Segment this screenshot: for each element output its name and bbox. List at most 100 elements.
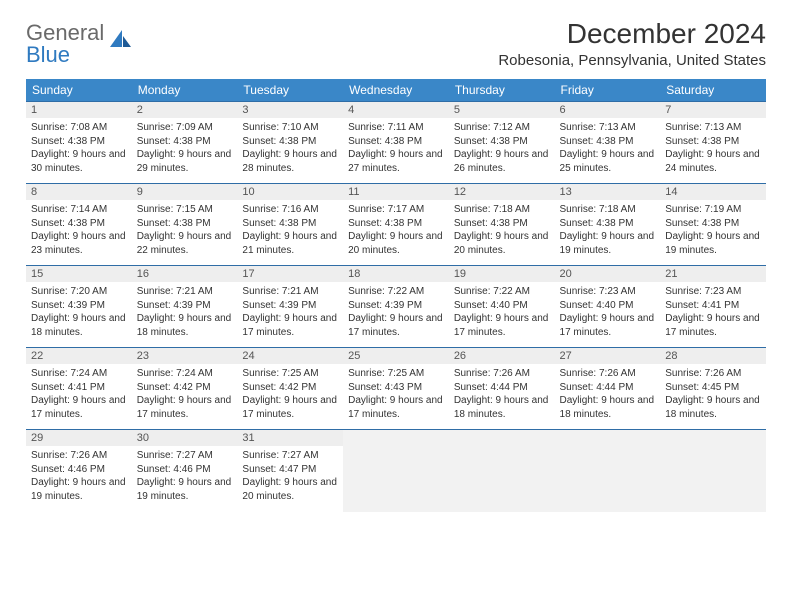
daylight-line: Daylight: 9 hours and 20 minutes. — [454, 230, 550, 257]
header: General Blue December 2024 Robesonia, Pe… — [26, 18, 766, 69]
day-number: 25 — [343, 348, 449, 364]
daylight-line: Daylight: 9 hours and 29 minutes. — [137, 148, 233, 175]
sunset-line: Sunset: 4:43 PM — [348, 381, 444, 395]
calendar-day-cell: 27Sunrise: 7:26 AMSunset: 4:44 PMDayligh… — [555, 348, 661, 430]
day-number: 3 — [237, 102, 343, 118]
sunrise-line: Sunrise: 7:27 AM — [137, 449, 233, 463]
day-details: Sunrise: 7:23 AMSunset: 4:40 PMDaylight:… — [555, 282, 661, 342]
sunset-line: Sunset: 4:41 PM — [31, 381, 127, 395]
sunrise-line: Sunrise: 7:18 AM — [560, 203, 656, 217]
sunset-line: Sunset: 4:40 PM — [454, 299, 550, 313]
calendar-week-row: 8Sunrise: 7:14 AMSunset: 4:38 PMDaylight… — [26, 184, 766, 266]
sunrise-line: Sunrise: 7:10 AM — [242, 121, 338, 135]
day-details: Sunrise: 7:26 AMSunset: 4:46 PMDaylight:… — [26, 446, 132, 506]
sunrise-line: Sunrise: 7:14 AM — [31, 203, 127, 217]
day-details: Sunrise: 7:08 AMSunset: 4:38 PMDaylight:… — [26, 118, 132, 178]
sunrise-line: Sunrise: 7:16 AM — [242, 203, 338, 217]
calendar-day-cell: 16Sunrise: 7:21 AMSunset: 4:39 PMDayligh… — [132, 266, 238, 348]
day-details: Sunrise: 7:27 AMSunset: 4:47 PMDaylight:… — [237, 446, 343, 506]
sunset-line: Sunset: 4:38 PM — [560, 217, 656, 231]
day-details: Sunrise: 7:18 AMSunset: 4:38 PMDaylight:… — [555, 200, 661, 260]
daylight-line: Daylight: 9 hours and 24 minutes. — [665, 148, 761, 175]
calendar-day-cell: 21Sunrise: 7:23 AMSunset: 4:41 PMDayligh… — [660, 266, 766, 348]
sunrise-line: Sunrise: 7:12 AM — [454, 121, 550, 135]
sunset-line: Sunset: 4:45 PM — [665, 381, 761, 395]
daylight-line: Daylight: 9 hours and 18 minutes. — [454, 394, 550, 421]
daylight-line: Daylight: 9 hours and 22 minutes. — [137, 230, 233, 257]
sunrise-line: Sunrise: 7:23 AM — [560, 285, 656, 299]
daylight-line: Daylight: 9 hours and 19 minutes. — [137, 476, 233, 503]
day-number: 31 — [237, 430, 343, 446]
sunrise-line: Sunrise: 7:17 AM — [348, 203, 444, 217]
calendar-day-cell: 17Sunrise: 7:21 AMSunset: 4:39 PMDayligh… — [237, 266, 343, 348]
calendar-day-cell — [660, 430, 766, 512]
sunset-line: Sunset: 4:38 PM — [242, 217, 338, 231]
daylight-line: Daylight: 9 hours and 19 minutes. — [31, 476, 127, 503]
sunset-line: Sunset: 4:46 PM — [137, 463, 233, 477]
daylight-line: Daylight: 9 hours and 30 minutes. — [31, 148, 127, 175]
day-details: Sunrise: 7:12 AMSunset: 4:38 PMDaylight:… — [449, 118, 555, 178]
weekday-header: Thursday — [449, 79, 555, 102]
day-number: 21 — [660, 266, 766, 282]
daylight-line: Daylight: 9 hours and 28 minutes. — [242, 148, 338, 175]
day-details: Sunrise: 7:17 AMSunset: 4:38 PMDaylight:… — [343, 200, 449, 260]
sunset-line: Sunset: 4:38 PM — [31, 135, 127, 149]
sunrise-line: Sunrise: 7:15 AM — [137, 203, 233, 217]
day-number: 6 — [555, 102, 661, 118]
calendar-day-cell: 29Sunrise: 7:26 AMSunset: 4:46 PMDayligh… — [26, 430, 132, 512]
sunrise-line: Sunrise: 7:08 AM — [31, 121, 127, 135]
sunset-line: Sunset: 4:40 PM — [560, 299, 656, 313]
calendar-day-cell: 12Sunrise: 7:18 AMSunset: 4:38 PMDayligh… — [449, 184, 555, 266]
sunrise-line: Sunrise: 7:27 AM — [242, 449, 338, 463]
day-number: 20 — [555, 266, 661, 282]
sunrise-line: Sunrise: 7:26 AM — [560, 367, 656, 381]
weekday-header: Friday — [555, 79, 661, 102]
day-details: Sunrise: 7:24 AMSunset: 4:42 PMDaylight:… — [132, 364, 238, 424]
day-details: Sunrise: 7:22 AMSunset: 4:40 PMDaylight:… — [449, 282, 555, 342]
sunrise-line: Sunrise: 7:26 AM — [454, 367, 550, 381]
sunrise-line: Sunrise: 7:26 AM — [665, 367, 761, 381]
calendar-day-cell: 5Sunrise: 7:12 AMSunset: 4:38 PMDaylight… — [449, 102, 555, 184]
daylight-line: Daylight: 9 hours and 17 minutes. — [31, 394, 127, 421]
weekday-header: Saturday — [660, 79, 766, 102]
calendar-day-cell: 1Sunrise: 7:08 AMSunset: 4:38 PMDaylight… — [26, 102, 132, 184]
weekday-header: Wednesday — [343, 79, 449, 102]
sunrise-line: Sunrise: 7:13 AM — [665, 121, 761, 135]
calendar-day-cell: 31Sunrise: 7:27 AMSunset: 4:47 PMDayligh… — [237, 430, 343, 512]
sunrise-line: Sunrise: 7:25 AM — [348, 367, 444, 381]
sunrise-line: Sunrise: 7:13 AM — [560, 121, 656, 135]
logo-word-blue: Blue — [26, 42, 70, 67]
sunrise-line: Sunrise: 7:25 AM — [242, 367, 338, 381]
daylight-line: Daylight: 9 hours and 17 minutes. — [665, 312, 761, 339]
calendar-day-cell: 19Sunrise: 7:22 AMSunset: 4:40 PMDayligh… — [449, 266, 555, 348]
sunset-line: Sunset: 4:39 PM — [137, 299, 233, 313]
weekday-header: Tuesday — [237, 79, 343, 102]
calendar-day-cell: 7Sunrise: 7:13 AMSunset: 4:38 PMDaylight… — [660, 102, 766, 184]
sunset-line: Sunset: 4:41 PM — [665, 299, 761, 313]
sunset-line: Sunset: 4:38 PM — [560, 135, 656, 149]
calendar-table: SundayMondayTuesdayWednesdayThursdayFrid… — [26, 79, 766, 512]
sunset-line: Sunset: 4:47 PM — [242, 463, 338, 477]
daylight-line: Daylight: 9 hours and 19 minutes. — [665, 230, 761, 257]
daylight-line: Daylight: 9 hours and 23 minutes. — [31, 230, 127, 257]
daylight-line: Daylight: 9 hours and 17 minutes. — [137, 394, 233, 421]
day-details: Sunrise: 7:27 AMSunset: 4:46 PMDaylight:… — [132, 446, 238, 506]
calendar-day-cell: 8Sunrise: 7:14 AMSunset: 4:38 PMDaylight… — [26, 184, 132, 266]
daylight-line: Daylight: 9 hours and 26 minutes. — [454, 148, 550, 175]
day-number: 10 — [237, 184, 343, 200]
day-number: 24 — [237, 348, 343, 364]
daylight-line: Daylight: 9 hours and 21 minutes. — [242, 230, 338, 257]
day-details: Sunrise: 7:18 AMSunset: 4:38 PMDaylight:… — [449, 200, 555, 260]
sunrise-line: Sunrise: 7:22 AM — [454, 285, 550, 299]
calendar-day-cell: 22Sunrise: 7:24 AMSunset: 4:41 PMDayligh… — [26, 348, 132, 430]
daylight-line: Daylight: 9 hours and 17 minutes. — [348, 312, 444, 339]
day-number: 30 — [132, 430, 238, 446]
sunrise-line: Sunrise: 7:21 AM — [242, 285, 338, 299]
daylight-line: Daylight: 9 hours and 17 minutes. — [560, 312, 656, 339]
day-details: Sunrise: 7:23 AMSunset: 4:41 PMDaylight:… — [660, 282, 766, 342]
day-number: 23 — [132, 348, 238, 364]
sunset-line: Sunset: 4:42 PM — [242, 381, 338, 395]
day-number: 27 — [555, 348, 661, 364]
sunset-line: Sunset: 4:39 PM — [242, 299, 338, 313]
sail-icon — [107, 27, 133, 56]
